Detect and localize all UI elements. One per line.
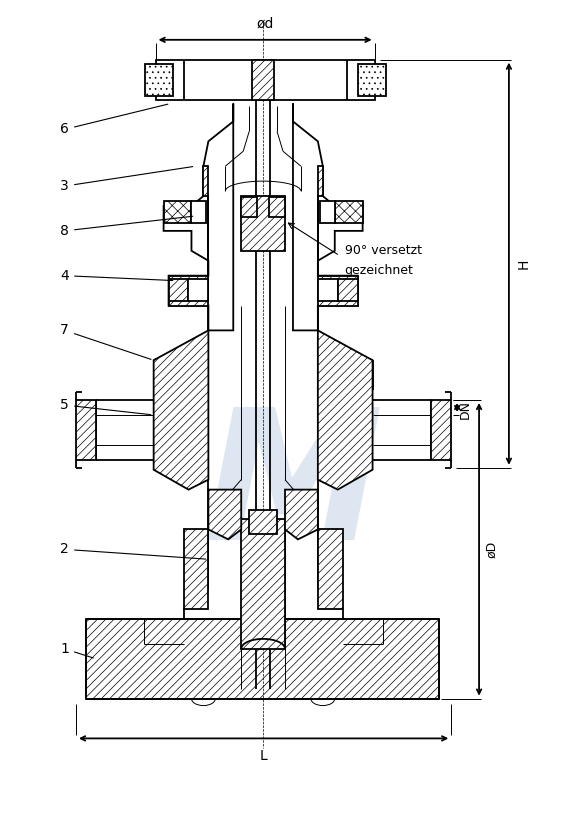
Text: L: L [260, 749, 268, 763]
Bar [320, 201, 335, 223]
Bar [241, 197, 257, 217]
Bar [335, 201, 363, 223]
Bar [156, 60, 375, 100]
Bar [76, 400, 96, 460]
Text: 6: 6 [60, 105, 168, 137]
Polygon shape [285, 490, 318, 539]
Polygon shape [168, 166, 209, 305]
Polygon shape [293, 104, 363, 330]
Text: 1: 1 [60, 642, 93, 658]
Text: DN: DN [458, 400, 472, 419]
Bar [318, 529, 343, 609]
Bar [318, 279, 337, 300]
Bar [86, 619, 439, 699]
Bar [164, 201, 191, 223]
Bar [191, 201, 206, 223]
Text: 8: 8 [60, 216, 193, 238]
Bar [183, 529, 209, 609]
Bar [431, 400, 451, 460]
Bar [249, 509, 277, 534]
Polygon shape [318, 166, 358, 305]
Polygon shape [154, 330, 209, 490]
Bar [252, 60, 274, 100]
Polygon shape [164, 104, 233, 330]
Polygon shape [209, 490, 241, 539]
Text: M: M [203, 402, 383, 578]
Bar [241, 196, 285, 251]
Text: ød: ød [256, 17, 274, 31]
Text: 3: 3 [60, 166, 193, 193]
Text: gezeichnet: gezeichnet [345, 264, 414, 277]
Bar [189, 279, 209, 300]
Bar [145, 63, 172, 95]
Bar [337, 279, 358, 300]
Bar [241, 519, 285, 649]
Text: H: H [517, 258, 531, 269]
Text: 2: 2 [60, 542, 206, 559]
Polygon shape [318, 330, 372, 490]
Bar [269, 197, 285, 217]
Text: 90° versetzt: 90° versetzt [345, 244, 422, 258]
Text: 5: 5 [60, 398, 151, 415]
Bar [358, 63, 386, 95]
Text: øD: øD [485, 541, 499, 558]
Text: 7: 7 [60, 323, 151, 360]
Text: 4: 4 [60, 268, 173, 282]
Bar [168, 279, 189, 300]
